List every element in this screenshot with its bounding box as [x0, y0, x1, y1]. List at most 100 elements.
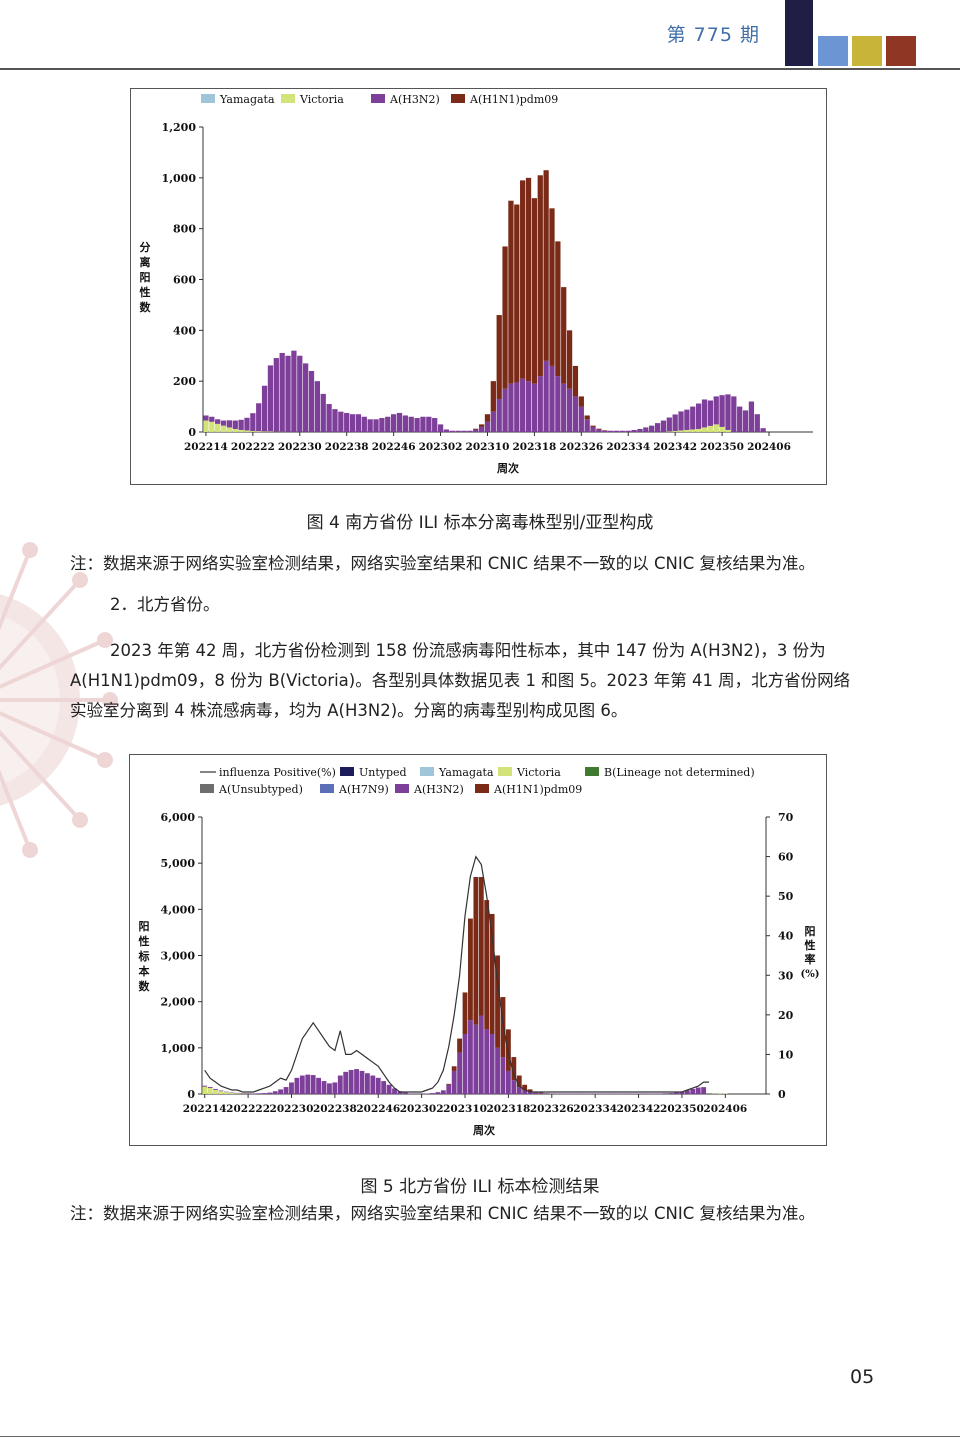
bar-a-h1n1-pdm09 [496, 315, 502, 399]
bar-a-h3n2 [496, 398, 502, 432]
bar-a-h3n2 [468, 1020, 473, 1094]
legend-label-yamagata: Yamagata [438, 766, 494, 779]
bar-a-h3n2 [326, 404, 332, 432]
y-tick-label: 200 [173, 375, 196, 388]
bar-a-h1n1-pdm09 [525, 177, 532, 382]
bar-a-h1n1-pdm09 [502, 246, 508, 389]
bar-a-h3n2 [261, 385, 268, 432]
bar-victoria [256, 431, 262, 432]
virus-watermark [0, 520, 150, 880]
bar-a-h3n2 [451, 1070, 457, 1094]
figure4-chart: Yamagata Victoria A(H3N2) A(H1N1)pdm09 0 200 4… [130, 88, 827, 485]
page-number: 05 [850, 1366, 875, 1388]
bar-a-h1n1-pdm09 [457, 1038, 463, 1053]
bar-a-h3n2 [226, 420, 233, 428]
bar-a-h3n2 [238, 419, 244, 430]
bar-a-h3n2 [473, 1024, 479, 1094]
bar-a-h3n2 [220, 420, 227, 426]
bar-a-h3n2 [731, 396, 737, 432]
y2-label-char: 性 [805, 938, 816, 952]
bar-a-h1n1-pdm09 [596, 428, 602, 430]
y2-label-unit: (%) [801, 969, 820, 980]
bar-a-h3n2 [596, 429, 602, 432]
bar-a-h3n2 [332, 409, 338, 432]
y-label-char: 数 [140, 300, 152, 314]
bar-a-h3n2 [209, 416, 215, 422]
bar-a-h3n2 [449, 430, 455, 432]
x-tick-label: 202230 [270, 1103, 314, 1115]
bar-victoria [238, 429, 244, 432]
bar-a-h3n2 [283, 1087, 289, 1094]
legend-swatch-victoria [281, 94, 295, 103]
y-label-char: 性 [139, 934, 150, 948]
bar-a-h3n2 [707, 400, 713, 426]
bar-a-h1n1-pdm09 [511, 1057, 517, 1081]
header-rule [0, 68, 960, 70]
legend-swatch-a-h1n1-pdm09 [451, 94, 465, 103]
y-label-char: 离 [140, 255, 151, 269]
legend-swatch-a-unsubtyped [200, 784, 214, 793]
legend-swatch-a-h3n2 [371, 94, 385, 103]
body-line-3: 实验室分离到 4 株流感病毒，均为 A(H3N2)。分离的病毒型别构成见图 6。 [70, 701, 628, 720]
bar-a-h3n2 [232, 420, 238, 429]
bar-a-h3n2 [344, 412, 350, 432]
legend-label-a-h7n9: A(H7N9) [338, 783, 389, 796]
bar-a-h3n2 [375, 1077, 381, 1094]
bar-a-h3n2 [742, 410, 749, 432]
y-tick-label: 2,000 [161, 996, 196, 1009]
bar-a-h3n2 [420, 416, 426, 432]
y-tick-label: 1,000 [162, 172, 197, 185]
y2-label-char: 阳 [805, 924, 816, 938]
bar-a-h3n2 [343, 1071, 349, 1094]
bar-a-h3n2 [555, 376, 561, 432]
y-tick-label: 4,000 [161, 903, 196, 916]
x-tick-label: 202246 [372, 441, 416, 453]
bar-a-h3n2 [527, 1091, 533, 1094]
y-label-char: 阳 [140, 270, 151, 284]
bar-a-h3n2 [737, 406, 743, 432]
legend-label-a-h3n2: A(H3N2) [413, 783, 464, 796]
bar-a-h3n2 [537, 376, 543, 432]
bar-a-h3n2 [666, 417, 672, 432]
bar-a-h3n2 [678, 411, 684, 431]
bar-a-h3n2 [619, 430, 626, 432]
bar-a-h3n2 [713, 396, 719, 425]
bar-a-h3n2 [505, 1070, 511, 1094]
bar-a-h3n2 [273, 358, 279, 432]
bar-a-h3n2 [701, 399, 708, 428]
bar-a-h1n1-pdm09 [602, 430, 608, 431]
legend-label-a-h3n2: A(H3N2) [389, 93, 440, 106]
bar-a-h3n2 [543, 360, 549, 432]
bar-a-h3n2 [549, 365, 555, 432]
bar-a-h1n1-pdm09 [516, 1075, 522, 1088]
bar-victoria [725, 429, 731, 432]
bar-a-h3n2 [256, 403, 262, 432]
y2-tick-label: 30 [778, 969, 794, 982]
bar-a-h3n2 [754, 414, 760, 432]
legend-label-b-lineage-not-determined: B(Lineage not determined) [604, 766, 755, 779]
bar-a-h1n1-pdm09 [514, 204, 520, 383]
y-label-char: 性 [140, 285, 151, 299]
bar-victoria [678, 430, 684, 432]
y2-tick-label: 40 [778, 930, 794, 943]
bar-a-h3n2 [279, 352, 285, 432]
bar-victoria [261, 431, 268, 432]
bar-a-h3n2 [538, 1093, 544, 1094]
bar-a-h3n2 [385, 416, 391, 432]
bar-a-h3n2 [278, 1089, 284, 1094]
legend-swatch-yamagata [201, 94, 215, 103]
bar-a-h3n2 [643, 427, 649, 432]
y-tick-label: 3,000 [161, 950, 196, 963]
bar-a-h3n2 [437, 424, 444, 432]
x-tick-label: 202302 [400, 1103, 444, 1115]
bar-a-h3n2 [613, 430, 620, 432]
y2-tick-label: 0 [778, 1088, 786, 1101]
bar-a-h3n2 [361, 416, 367, 432]
y-label-char: 分 [140, 240, 151, 254]
legend-label-victoria: Victoria [299, 93, 344, 106]
bar-victoria [695, 428, 702, 432]
bar-a-h3n2 [578, 406, 584, 432]
bar-a-h3n2 [348, 1069, 354, 1094]
bar-a-h3n2 [654, 423, 661, 432]
bar-a-h3n2 [354, 1069, 359, 1094]
